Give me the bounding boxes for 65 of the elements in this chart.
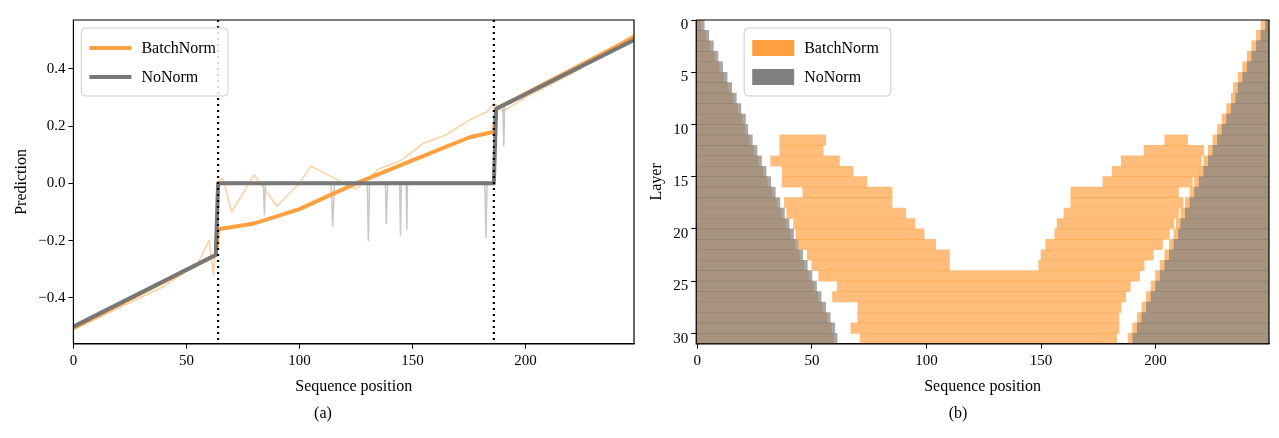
y-tick-label: 20 [673,225,689,242]
legend-label: NoNorm [141,68,199,86]
bar [786,207,907,219]
y-tick-label: 30 [673,329,689,346]
y-tick-label: −0.4 [38,288,66,305]
bar [859,333,1117,344]
y-tick-label: −0.2 [38,231,66,248]
bar [1045,239,1163,251]
x-tick-label: 150 [1029,351,1053,368]
x-tick-label: 150 [401,351,424,368]
x-tick-label: 200 [1144,351,1167,368]
bar [797,239,936,251]
bar [806,249,950,261]
bar [811,259,950,272]
legend-label: BatchNorm [804,39,880,57]
x-tick-label: 100 [915,351,938,368]
legend-label: BatchNorm [141,39,217,57]
bar [1040,249,1154,261]
x-tick-label: 50 [804,351,820,368]
x-axis-title: Sequence position [924,376,1042,395]
bar [802,186,893,198]
bar [1038,259,1145,272]
bar [795,228,925,240]
bar [793,218,916,230]
bar [1054,228,1170,240]
bar [770,155,840,167]
x-axis-title: Sequence position [295,376,413,395]
bar [818,270,1140,282]
y-tick-label: 10 [673,120,689,137]
bar [779,134,826,146]
bar [1120,155,1202,167]
bar [696,51,719,63]
bar [850,322,1120,334]
x-tick-label: 100 [288,351,311,368]
bar [1164,134,1188,146]
bar [836,280,1131,292]
y-tick-label: 5 [680,68,689,85]
bar [857,312,1120,324]
y-tick-label: 25 [673,277,689,294]
bar [1102,176,1193,188]
legend-label: NoNorm [804,68,862,86]
y-tick-label: 15 [673,172,689,189]
x-tick-label: 0 [693,351,702,368]
bar [779,145,824,157]
bar [832,291,1127,303]
bar [1063,207,1179,219]
y-tick-label: 0.0 [46,174,66,191]
bar [1070,186,1179,198]
text: (a) [313,404,333,422]
bar [1143,145,1205,157]
bar [784,197,893,209]
y-tick-label: 0.4 [46,59,66,76]
bar [1070,197,1184,209]
y-axis-title: Prediction [11,149,29,215]
bar [696,30,710,42]
bar [781,176,868,188]
x-tick-label: 200 [514,351,537,368]
y-tick-label: 0.2 [46,116,66,133]
text: (b) [947,404,969,422]
y-tick-label: 0 [680,16,689,33]
y-axis-title: Layer [646,162,665,201]
x-tick-label: 50 [178,351,194,368]
x-tick-label: 0 [69,351,78,368]
bar [1056,218,1175,230]
bar [857,301,1122,313]
